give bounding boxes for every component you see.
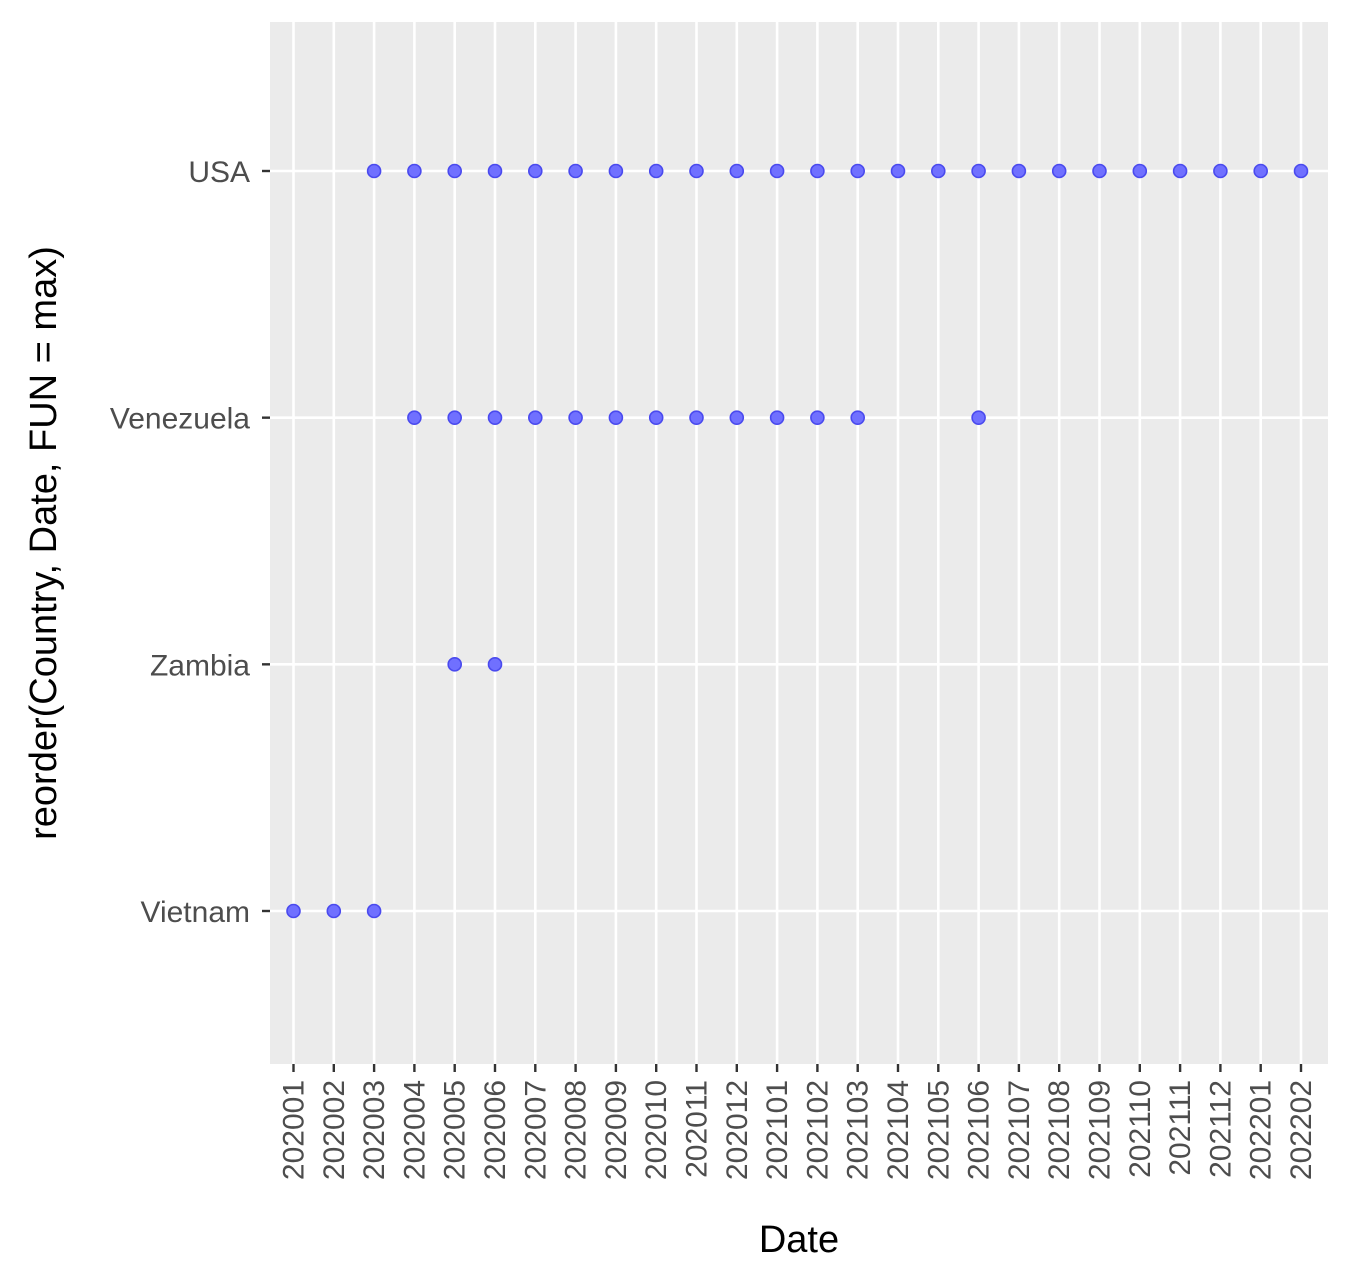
y-tick-label-vietnam: Vietnam	[140, 896, 250, 929]
data-point-usa-202103	[850, 163, 866, 179]
data-point-usa-202009	[608, 163, 624, 179]
data-point-usa-202102	[810, 163, 825, 179]
data-point-usa-202202	[1293, 163, 1309, 179]
data-point-venezuela-202007	[527, 410, 543, 425]
grid-lines	[270, 22, 1328, 1064]
data-point-venezuela-202008	[568, 410, 583, 425]
data-point-usa-202105	[930, 163, 946, 179]
x-tick-label-202001: 202001	[278, 1080, 311, 1180]
data-point-usa-202010	[648, 163, 664, 179]
x-tick-label-202201: 202201	[1245, 1080, 1278, 1180]
x-tick-label-202112: 202112	[1204, 1080, 1237, 1178]
x-tick-label-202104: 202104	[882, 1080, 915, 1180]
x-tick-label-202108: 202108	[1043, 1080, 1076, 1180]
data-point-vietnam-202002	[326, 903, 342, 919]
x-tick-label-202009: 202009	[600, 1080, 633, 1180]
data-point-venezuela-202006	[487, 410, 503, 425]
data-point-vietnam-202003	[366, 903, 382, 919]
data-point-usa-202112	[1213, 163, 1228, 179]
data-point-venezuela-202004	[407, 410, 422, 425]
data-point-usa-202011	[689, 163, 704, 179]
x-tick-label-202004: 202004	[398, 1080, 431, 1180]
data-point-venezuela-202106	[971, 410, 986, 425]
data-point-usa-202101	[769, 163, 785, 179]
data-point-usa-202007	[527, 163, 543, 179]
data-point-usa-202003	[366, 163, 382, 179]
y-axis-title: reorder(Country, Date, FUN = max)	[23, 246, 65, 840]
data-point-usa-202006	[487, 163, 503, 179]
data-point-venezuela-202102	[810, 410, 825, 425]
data-point-usa-202107	[1011, 163, 1027, 179]
data-point-usa-202104	[890, 163, 906, 179]
axis-ticks	[262, 169, 1303, 1072]
x-tick-label-202111: 202111	[1164, 1080, 1197, 1176]
data-point-usa-202108	[1051, 163, 1067, 179]
y-tick-label-usa: USA	[188, 156, 250, 189]
data-point-usa-202109	[1092, 163, 1107, 179]
x-tick-label-202105: 202105	[922, 1080, 955, 1180]
data-point-usa-202005	[447, 163, 463, 179]
x-axis-title: Date	[759, 1219, 839, 1261]
data-point-usa-202111	[1172, 163, 1188, 179]
x-tick-label-202109: 202109	[1084, 1080, 1117, 1180]
x-tick-labels: 202001 202002 202003 202004 202005 202006 2020…	[278, 1080, 1319, 1180]
data-points	[286, 163, 1309, 919]
x-tick-label-202101: 202101	[761, 1080, 794, 1180]
x-tick-label-202012: 202012	[721, 1080, 754, 1180]
x-tick-label-202008: 202008	[560, 1080, 593, 1180]
x-tick-label-202103: 202103	[842, 1080, 875, 1180]
x-tick-label-202110: 202110	[1124, 1080, 1157, 1178]
x-tick-label-202010: 202010	[640, 1080, 673, 1180]
data-point-zambia-202005	[447, 657, 463, 672]
y-tick-labels: Vietnam Zambia Venezuela USA	[110, 156, 250, 929]
data-point-zambia-202006	[487, 657, 503, 672]
x-tick-label-202002: 202002	[318, 1080, 351, 1180]
x-tick-label-202003: 202003	[358, 1080, 391, 1180]
data-point-usa-202004	[407, 163, 422, 179]
data-point-venezuela-202005	[447, 410, 463, 425]
data-point-usa-202106	[971, 163, 986, 179]
x-tick-label-202006: 202006	[479, 1080, 512, 1180]
x-tick-label-202007: 202007	[519, 1080, 552, 1180]
x-tick-label-202011: 202011	[681, 1080, 714, 1178]
data-point-venezuela-202009	[608, 410, 624, 425]
plot-panel	[270, 22, 1328, 1064]
data-point-venezuela-202103	[850, 410, 866, 425]
x-tick-label-202107: 202107	[1003, 1080, 1036, 1180]
data-point-usa-202110	[1132, 163, 1148, 179]
x-tick-label-202102: 202102	[801, 1080, 834, 1180]
data-point-venezuela-202012	[729, 410, 745, 425]
data-point-usa-202012	[729, 163, 745, 179]
data-point-usa-202008	[568, 163, 583, 179]
data-point-venezuela-202010	[648, 410, 664, 425]
data-point-usa-202201	[1253, 163, 1268, 179]
x-tick-label-202005: 202005	[439, 1080, 472, 1180]
x-tick-label-202202: 202202	[1285, 1080, 1318, 1180]
x-tick-label-202106: 202106	[963, 1080, 996, 1180]
data-point-venezuela-202011	[689, 410, 704, 425]
data-point-venezuela-202101	[769, 410, 785, 425]
y-tick-label-venezuela: Venezuela	[110, 403, 250, 436]
data-point-vietnam-202001	[286, 903, 301, 919]
y-tick-label-zambia: Zambia	[150, 649, 250, 682]
